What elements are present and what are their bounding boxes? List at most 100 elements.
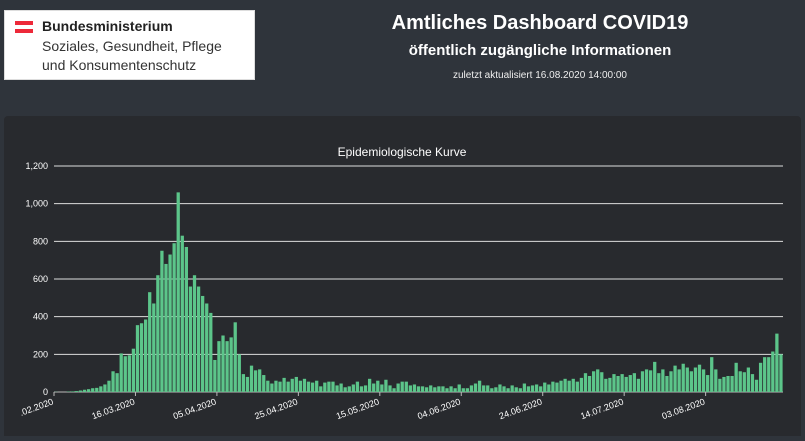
case-bar[interactable] xyxy=(563,379,566,392)
case-bar[interactable] xyxy=(592,371,595,392)
case-bar[interactable] xyxy=(364,385,367,392)
case-bar[interactable] xyxy=(331,382,334,392)
case-bar[interactable] xyxy=(315,381,318,392)
case-bar[interactable] xyxy=(730,376,733,392)
case-bar[interactable] xyxy=(164,264,167,392)
case-bar[interactable] xyxy=(486,385,489,392)
case-bar[interactable] xyxy=(299,381,302,392)
case-bar[interactable] xyxy=(629,375,632,392)
case-bar[interactable] xyxy=(539,386,542,392)
case-bar[interactable] xyxy=(474,384,477,392)
case-bar[interactable] xyxy=(543,383,546,392)
case-bar[interactable] xyxy=(531,385,534,392)
case-bar[interactable] xyxy=(352,384,355,392)
case-bar[interactable] xyxy=(120,353,123,392)
case-bar[interactable] xyxy=(405,382,408,392)
case-bar[interactable] xyxy=(425,387,428,392)
case-bar[interactable] xyxy=(661,369,664,392)
case-bar[interactable] xyxy=(608,378,611,392)
case-bar[interactable] xyxy=(698,365,701,392)
case-bar[interactable] xyxy=(291,379,294,392)
case-bar[interactable] xyxy=(433,387,436,392)
case-bar[interactable] xyxy=(197,287,200,392)
case-bar[interactable] xyxy=(572,379,575,392)
case-bar[interactable] xyxy=(225,341,228,392)
case-bar[interactable] xyxy=(421,386,424,392)
case-bar[interactable] xyxy=(649,370,652,392)
case-bar[interactable] xyxy=(303,379,306,392)
case-bar[interactable] xyxy=(743,372,746,392)
case-bar[interactable] xyxy=(502,386,505,392)
case-bar[interactable] xyxy=(466,388,469,392)
case-bar[interactable] xyxy=(270,384,273,392)
case-bar[interactable] xyxy=(372,384,375,392)
case-bar[interactable] xyxy=(209,313,212,392)
case-bar[interactable] xyxy=(417,386,420,392)
case-bar[interactable] xyxy=(519,388,522,392)
case-bar[interactable] xyxy=(75,391,78,392)
case-bar[interactable] xyxy=(478,381,481,392)
case-bar[interactable] xyxy=(600,372,603,392)
case-bar[interactable] xyxy=(511,385,514,392)
case-bar[interactable] xyxy=(356,382,359,392)
case-bar[interactable] xyxy=(706,375,709,392)
case-bar[interactable] xyxy=(295,377,298,392)
case-bar[interactable] xyxy=(775,334,778,392)
case-bar[interactable] xyxy=(79,390,82,392)
case-bar[interactable] xyxy=(616,376,619,392)
case-bar[interactable] xyxy=(368,379,371,392)
case-bar[interactable] xyxy=(645,369,648,392)
case-bar[interactable] xyxy=(217,341,220,392)
case-bar[interactable] xyxy=(311,383,314,392)
case-bar[interactable] xyxy=(673,366,676,392)
case-bar[interactable] xyxy=(462,388,465,392)
case-bar[interactable] xyxy=(551,382,554,392)
case-bar[interactable] xyxy=(555,383,558,392)
case-bar[interactable] xyxy=(181,236,184,392)
case-bar[interactable] xyxy=(254,370,257,392)
case-bar[interactable] xyxy=(409,385,412,392)
case-bar[interactable] xyxy=(278,382,281,392)
case-bar[interactable] xyxy=(107,381,110,392)
case-bar[interactable] xyxy=(262,375,265,392)
case-bar[interactable] xyxy=(722,377,725,392)
case-bar[interactable] xyxy=(230,337,233,392)
case-bar[interactable] xyxy=(710,357,713,392)
case-bar[interactable] xyxy=(413,384,416,392)
case-bar[interactable] xyxy=(498,384,501,392)
case-bar[interactable] xyxy=(739,371,742,392)
case-bar[interactable] xyxy=(637,379,640,392)
case-bar[interactable] xyxy=(173,243,176,392)
case-bar[interactable] xyxy=(494,387,497,392)
case-bar[interactable] xyxy=(250,366,253,392)
case-bar[interactable] xyxy=(319,386,322,392)
case-bar[interactable] xyxy=(258,369,261,392)
case-bar[interactable] xyxy=(168,255,171,392)
case-bar[interactable] xyxy=(535,384,538,392)
case-bar[interactable] xyxy=(160,251,163,392)
case-bar[interactable] xyxy=(156,275,159,392)
case-bar[interactable] xyxy=(694,368,697,392)
case-bar[interactable] xyxy=(523,384,526,392)
case-bar[interactable] xyxy=(678,369,681,392)
case-bar[interactable] xyxy=(625,377,628,392)
case-bar[interactable] xyxy=(633,373,636,392)
case-bar[interactable] xyxy=(201,296,204,392)
case-bar[interactable] xyxy=(620,374,623,392)
case-bar[interactable] xyxy=(401,382,404,392)
case-bar[interactable] xyxy=(441,386,444,392)
case-bar[interactable] xyxy=(747,368,750,392)
case-bar[interactable] xyxy=(287,382,290,392)
case-bar[interactable] xyxy=(470,385,473,392)
case-bar[interactable] xyxy=(657,373,660,392)
case-bar[interactable] xyxy=(144,319,147,392)
case-bar[interactable] xyxy=(763,357,766,392)
case-bar[interactable] xyxy=(612,374,615,392)
case-bar[interactable] xyxy=(584,373,587,392)
case-bar[interactable] xyxy=(99,386,102,392)
case-bar[interactable] xyxy=(437,386,440,392)
case-bar[interactable] xyxy=(568,381,571,392)
case-bar[interactable] xyxy=(91,388,94,392)
case-bar[interactable] xyxy=(140,323,143,392)
case-bar[interactable] xyxy=(185,247,188,392)
